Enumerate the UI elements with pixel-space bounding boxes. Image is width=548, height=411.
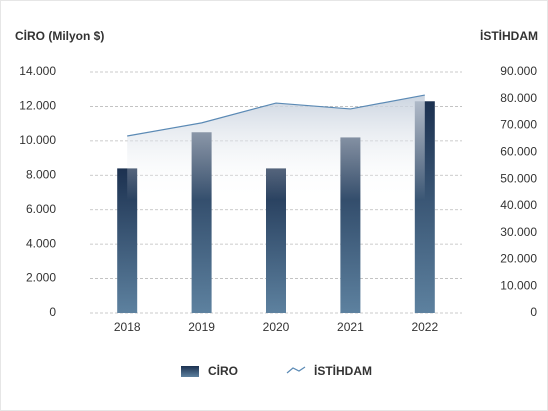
x-tick-label: 2020: [263, 320, 290, 334]
y2-tick-label: 10.000: [500, 278, 537, 292]
y2-tick-label: 90.000: [500, 64, 537, 78]
x-tick-label: 2019: [188, 320, 215, 334]
legend-label: İSTİHDAM: [314, 363, 372, 378]
y2-tick-label: 0: [530, 305, 537, 319]
line-area: [127, 95, 425, 313]
y2-tick-label: 60.000: [500, 145, 537, 159]
legend-label: CİRO: [208, 363, 238, 378]
y-tick-label: 12.000: [19, 99, 56, 113]
y-tick-label: 10.000: [19, 133, 56, 147]
x-tick-label: 2018: [114, 320, 141, 334]
y-tick-label: 8.000: [26, 167, 56, 181]
y2-axis-title: İSTİHDAM: [480, 28, 538, 43]
legend-icon: [181, 366, 199, 377]
y-tick-label: 14.000: [19, 64, 56, 78]
x-tick-label: 2021: [337, 320, 364, 334]
y-tick-label: 0: [49, 305, 56, 319]
legend-icon: [286, 366, 306, 374]
line: [127, 94, 425, 137]
y2-tick-label: 50.000: [500, 171, 537, 185]
y-tick-label: 2.000: [26, 271, 56, 285]
y-axis-title: CİRO (Milyon $): [15, 28, 104, 43]
y-tick-label: 6.000: [26, 202, 56, 216]
y2-tick-label: 70.000: [500, 118, 537, 132]
y2-tick-label: 40.000: [500, 198, 537, 212]
x-tick-label: 2022: [411, 320, 438, 334]
y2-tick-label: 30.000: [500, 225, 537, 239]
y-tick-label: 4.000: [26, 236, 56, 250]
y2-tick-label: 20.000: [500, 252, 537, 266]
y2-tick-label: 80.000: [500, 91, 537, 105]
